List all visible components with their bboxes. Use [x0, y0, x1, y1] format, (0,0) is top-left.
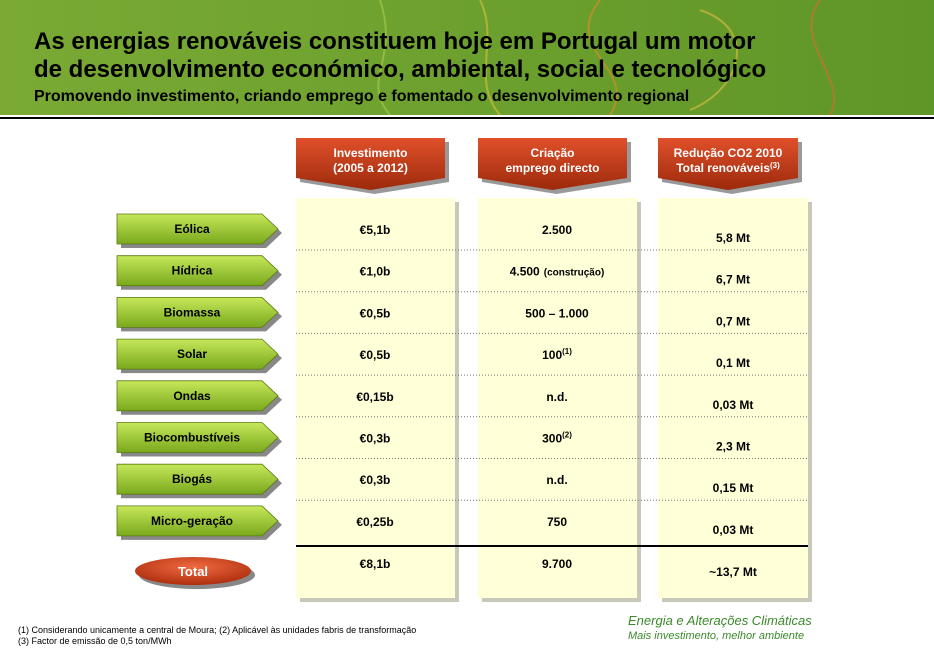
row-label-bg — [116, 505, 279, 537]
cell-jobs: 2.500 — [542, 223, 572, 237]
cell-investment: €1,0b — [360, 265, 391, 279]
row-label-bg — [116, 463, 279, 495]
column-header-line: emprego directo — [505, 161, 599, 175]
column-header-text: emprego directo — [505, 161, 599, 175]
row-label-bg — [116, 255, 279, 287]
cell-jobs-value: 2.500 — [542, 223, 572, 237]
cell-jobs-value: n.d. — [546, 390, 567, 404]
cell-jobs: 300(2) — [542, 431, 572, 446]
column-header-text: Redução CO2 2010 — [674, 146, 783, 160]
row-label-bg — [116, 380, 279, 412]
cell-co2: ~13,7 Mt — [709, 565, 757, 579]
footnote: (1) Considerando unicamente a central de… — [18, 625, 416, 635]
cell-jobs: 750 — [547, 515, 567, 529]
footnote: (3) Factor de emissão de 0,5 ton/MWh — [18, 636, 172, 646]
cell-co2: 0,03 Mt — [713, 523, 754, 537]
cell-investment: €0,3b — [360, 432, 391, 446]
column-bg — [658, 198, 808, 598]
table: Investimento(2005 a 2012) Criaçãoemprego … — [116, 138, 812, 602]
title-line: As energias renováveis constituem hoje e… — [34, 28, 756, 55]
column-header-text: Investimento — [333, 146, 407, 160]
cell-co2: 0,7 Mt — [716, 314, 750, 328]
subtitle: Promovendo investimento, criando emprego… — [34, 88, 689, 105]
row-label: Eólica — [174, 222, 210, 236]
cell-jobs-note: (1) — [562, 347, 572, 356]
cell-co2: 0,15 Mt — [713, 481, 754, 495]
cell-investment: €0,15b — [356, 390, 393, 404]
column-header-line: Redução CO2 2010 — [674, 146, 783, 160]
column-bg — [478, 198, 637, 598]
cell-jobs-value: 9.700 — [542, 557, 572, 571]
cell-investment: €5,1b — [360, 223, 391, 237]
cell-jobs-value: 500 – 1.000 — [525, 306, 589, 320]
total-label-bg — [135, 557, 251, 585]
cell-jobs-value: n.d. — [546, 473, 567, 487]
footer-tagline: Mais investimento, melhor ambiente — [628, 630, 804, 642]
column-header-text: Criação — [530, 146, 574, 160]
column-header-line: Criação — [530, 146, 574, 160]
title-line: de desenvolvimento económico, ambiental,… — [34, 56, 766, 83]
column-header-bg — [658, 138, 798, 190]
footer-title: Energia e Alterações Climáticas — [628, 613, 812, 628]
cell-investment: €0,3b — [360, 473, 391, 487]
row-label-bg — [116, 213, 279, 245]
row-label: Biocombustíveis — [144, 431, 240, 445]
column-header-bg — [478, 138, 627, 190]
cell-investment: €8,1b — [360, 557, 391, 571]
column-header-text: (2005 a 2012) — [333, 161, 408, 175]
cell-jobs: n.d. — [546, 390, 567, 404]
header-band — [0, 0, 934, 115]
cell-co2: 6,7 Mt — [716, 273, 750, 287]
cell-investment: €0,5b — [360, 348, 391, 362]
cell-jobs: 100(1) — [542, 347, 572, 362]
column-header-line: (2005 a 2012) — [333, 161, 408, 175]
cell-jobs: 500 – 1.000 — [525, 306, 589, 320]
cell-jobs: 4.500 (construção) — [510, 265, 605, 279]
column-header-text: Total renováveis(3) — [676, 161, 780, 175]
row-label: Biomassa — [164, 305, 221, 319]
cell-jobs-value: 4.500 — [510, 265, 540, 279]
header-decoration — [377, 0, 836, 116]
cell-investment: €0,25b — [356, 515, 393, 529]
column-header-note: (3) — [770, 161, 780, 170]
cell-co2: 0,1 Mt — [716, 356, 750, 370]
cell-jobs-detail: (construção) — [544, 268, 605, 279]
cell-co2: 0,03 Mt — [713, 398, 754, 412]
column-bg — [296, 198, 455, 598]
row-label: Solar — [177, 347, 207, 361]
row-label: Hídrica — [172, 264, 213, 278]
column-header-line: Total renováveis — [676, 161, 770, 175]
cell-jobs: n.d. — [546, 473, 567, 487]
cell-jobs-note: (2) — [562, 431, 572, 440]
cell-co2: 2,3 Mt — [716, 440, 750, 454]
total-label: Total — [178, 564, 208, 579]
cell-jobs-value: 300 — [542, 432, 562, 446]
row-label: Micro-geração — [151, 514, 233, 528]
column-header-line: Investimento — [333, 146, 407, 160]
row-label: Biogás — [172, 472, 212, 486]
cell-co2: 5,8 Mt — [716, 231, 750, 245]
row-label-bg — [116, 422, 279, 453]
cell-jobs: 9.700 — [542, 557, 572, 571]
cell-jobs-value: 100 — [542, 348, 562, 362]
cell-jobs-value: 750 — [547, 515, 567, 529]
row-label: Ondas — [173, 389, 211, 403]
row-label-bg — [116, 296, 279, 328]
row-label-bg — [116, 338, 279, 370]
column-header-bg — [296, 138, 445, 190]
cell-investment: €0,5b — [360, 306, 391, 320]
